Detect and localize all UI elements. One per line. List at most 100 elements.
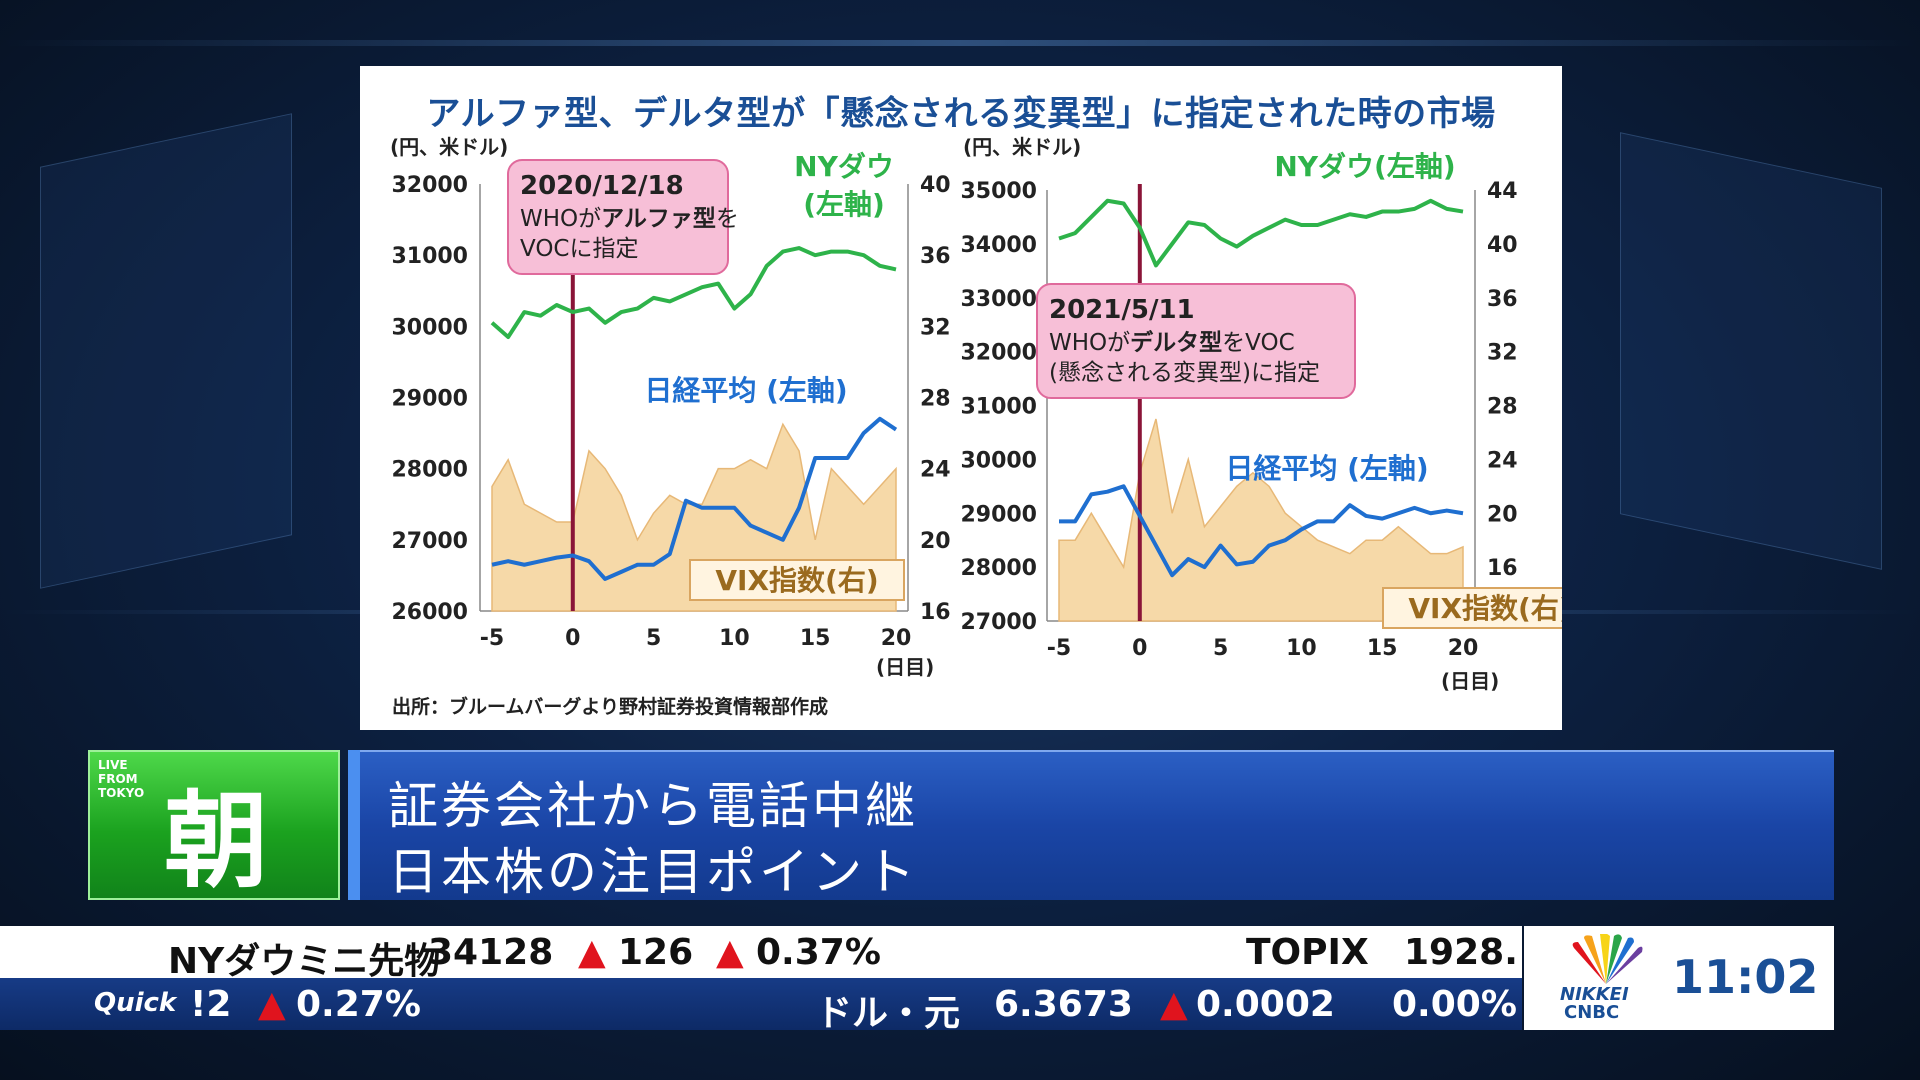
y-tick-label-right: 44 bbox=[1487, 179, 1518, 204]
x-tick-label: 10 bbox=[1286, 636, 1317, 661]
peacock-logo-icon bbox=[1572, 934, 1643, 984]
y-tick-label-left: 27000 bbox=[391, 529, 468, 554]
ticker-item-pct: 0.00% bbox=[1392, 984, 1517, 1025]
series-label-ny-dow: NYダウ bbox=[794, 150, 894, 183]
y-tick-label-left: 30000 bbox=[961, 448, 1037, 473]
y-tick-label-right: 40 bbox=[1487, 233, 1518, 258]
up-arrow-icon: ▲ bbox=[716, 932, 744, 973]
y-tick-label-left: 28000 bbox=[391, 458, 468, 483]
ticker-item-name: NYダウミニ先物 bbox=[168, 941, 441, 982]
event-callout bbox=[1036, 283, 1356, 399]
y-tick-label-right: 20 bbox=[1487, 502, 1518, 527]
headline-accent bbox=[348, 750, 360, 900]
event-callout bbox=[507, 159, 729, 275]
ticker-item-value: 34128 bbox=[428, 932, 554, 973]
ticker-item-pct: 0.37% bbox=[756, 932, 881, 973]
series-label-nikkei: 日経平均 (左軸) bbox=[1225, 452, 1428, 485]
event-description-line2: (懸念される変異型)に指定 bbox=[1049, 360, 1320, 386]
event-date: 2020/12/18 bbox=[520, 171, 684, 201]
live-from-tokyo-label: LIVE FROM TOKYO bbox=[98, 758, 145, 800]
y-tick-label-left: 31000 bbox=[391, 244, 468, 269]
y-tick-label-right: 24 bbox=[920, 458, 951, 483]
show-name: 朝 bbox=[163, 780, 268, 902]
x-tick-label: 0 bbox=[1132, 636, 1147, 661]
ticker-item-name: TOPIX bbox=[1246, 932, 1369, 973]
series-line-nikkei bbox=[1059, 484, 1464, 578]
y-tick-label-left: 29000 bbox=[961, 502, 1037, 527]
ticker-bottom: Quick !2 ▲ 0.27% ドル・元 6.3673 ▲ 0.0002 0.… bbox=[0, 978, 1522, 1034]
x-tick-label: 15 bbox=[1367, 636, 1398, 661]
x-tick-label: -5 bbox=[480, 626, 504, 651]
series-label-nikkei: 日経平均 (左軸) bbox=[644, 374, 847, 407]
y-tick-label-right: 16 bbox=[920, 600, 951, 625]
show-logo: 朝 LIVE FROM TOKYO bbox=[88, 750, 340, 902]
background-streak bbox=[0, 40, 1920, 46]
y-tick-label-right: 32 bbox=[1487, 341, 1518, 366]
up-arrow-icon: ▲ bbox=[1160, 984, 1188, 1025]
chart-alpha: (円、米ドル)260002700028000290003000031000320… bbox=[390, 135, 951, 679]
network-clock-box: NIKKEI CNBC 11:02 bbox=[1524, 926, 1834, 1030]
ticker-item-value: !2 bbox=[190, 984, 232, 1025]
headline-line-2: 日本株の注目ポイント bbox=[388, 843, 918, 901]
up-arrow-icon: ▲ bbox=[578, 932, 606, 973]
quick-logo: Quick bbox=[94, 988, 177, 1018]
series-area-vix bbox=[1058, 418, 1464, 622]
y-tick-label-left: 32000 bbox=[961, 341, 1037, 366]
y-tick-label-right: 32 bbox=[920, 315, 951, 340]
cnbc-label: CNBC bbox=[1564, 1002, 1620, 1023]
series-line-ny-dow bbox=[490, 246, 897, 340]
series-label-vix: VIX指数(右) bbox=[1408, 592, 1562, 625]
y-tick-label-right: 36 bbox=[920, 244, 951, 269]
y-tick-label-right: 24 bbox=[1487, 448, 1518, 473]
x-tick-label: 20 bbox=[881, 626, 912, 651]
ticker-item-value: 1928. bbox=[1404, 932, 1518, 973]
x-tick-label: -5 bbox=[1047, 636, 1071, 661]
headline-line-1: 証券会社から電話中継 bbox=[388, 777, 918, 835]
series-line-nikkei bbox=[491, 416, 898, 581]
x-tick-label: 10 bbox=[719, 626, 750, 651]
event-description: WHOがアルファ型を bbox=[520, 206, 739, 232]
x-tick-label: 0 bbox=[565, 626, 580, 651]
x-tick-label: 5 bbox=[1213, 636, 1228, 661]
nikkei-label: NIKKEI bbox=[1560, 984, 1629, 1005]
background-panel-left bbox=[40, 113, 292, 589]
ticker-top: NYダウミニ先物 34128 ▲ 126 ▲ 0.37% TOPIX 1928. bbox=[0, 926, 1522, 982]
series-label-vix: VIX指数(右) bbox=[715, 564, 878, 597]
ticker-item-name: ドル・元 bbox=[816, 993, 961, 1034]
event-date: 2021/5/11 bbox=[1049, 295, 1195, 325]
series-line-ny-dow bbox=[1058, 198, 1464, 268]
x-axis-unit: (日目) bbox=[876, 655, 934, 679]
x-tick-label: 15 bbox=[800, 626, 831, 651]
y-tick-label-right: 16 bbox=[1487, 556, 1518, 581]
y-tick-label-left: 33000 bbox=[961, 287, 1037, 312]
up-arrow-icon: ▲ bbox=[258, 984, 286, 1025]
y-tick-label-left: 27000 bbox=[961, 610, 1037, 635]
y-tick-label-left: 29000 bbox=[391, 387, 468, 412]
clock: 11:02 bbox=[1672, 950, 1819, 1004]
y-tick-label-left: 32000 bbox=[391, 173, 468, 198]
y-tick-label-left: 31000 bbox=[961, 395, 1037, 420]
series-label-vix-box bbox=[1382, 587, 1562, 629]
ticker-item-change: 0.0002 bbox=[1196, 984, 1335, 1025]
y-tick-label-left: 34000 bbox=[961, 233, 1037, 258]
ticker-item-change: 126 bbox=[618, 932, 694, 973]
y-tick-label-left: 28000 bbox=[961, 556, 1037, 581]
event-description: WHOがデルタ型をVOC bbox=[1049, 329, 1295, 356]
series-label-ny-dow: NYダウ(左軸) bbox=[1274, 150, 1455, 183]
left-axis-unit: (円、米ドル) bbox=[963, 135, 1081, 159]
x-tick-label: 5 bbox=[646, 626, 661, 651]
y-tick-label-left: 35000 bbox=[961, 179, 1037, 204]
chart-delta: (円、米ドル) 27000 28000 29000 30000 31000 32000 330… bbox=[961, 135, 1562, 693]
background-panel-right bbox=[1620, 132, 1882, 570]
y-tick-label-right: 28 bbox=[1487, 395, 1518, 420]
y-tick-label-left: 30000 bbox=[391, 315, 468, 340]
left-axis-unit: (円、米ドル) bbox=[390, 135, 508, 159]
event-description-line2: VOCに指定 bbox=[520, 236, 639, 262]
y-tick-label-right: 20 bbox=[920, 529, 951, 554]
x-axis-unit: (日目) bbox=[1441, 669, 1499, 693]
y-tick-label-left: 26000 bbox=[391, 600, 468, 625]
y-tick-label-right: 36 bbox=[1487, 287, 1518, 312]
series-label-ny-dow-axis: (左軸) bbox=[803, 188, 885, 221]
chart-card: アルファ型、デルタ型が「懸念される変異型」に指定された時の市場 (円、米ドル) 2… bbox=[360, 66, 1562, 730]
headline-box: 証券会社から電話中継 日本株の注目ポイント bbox=[348, 750, 1834, 901]
